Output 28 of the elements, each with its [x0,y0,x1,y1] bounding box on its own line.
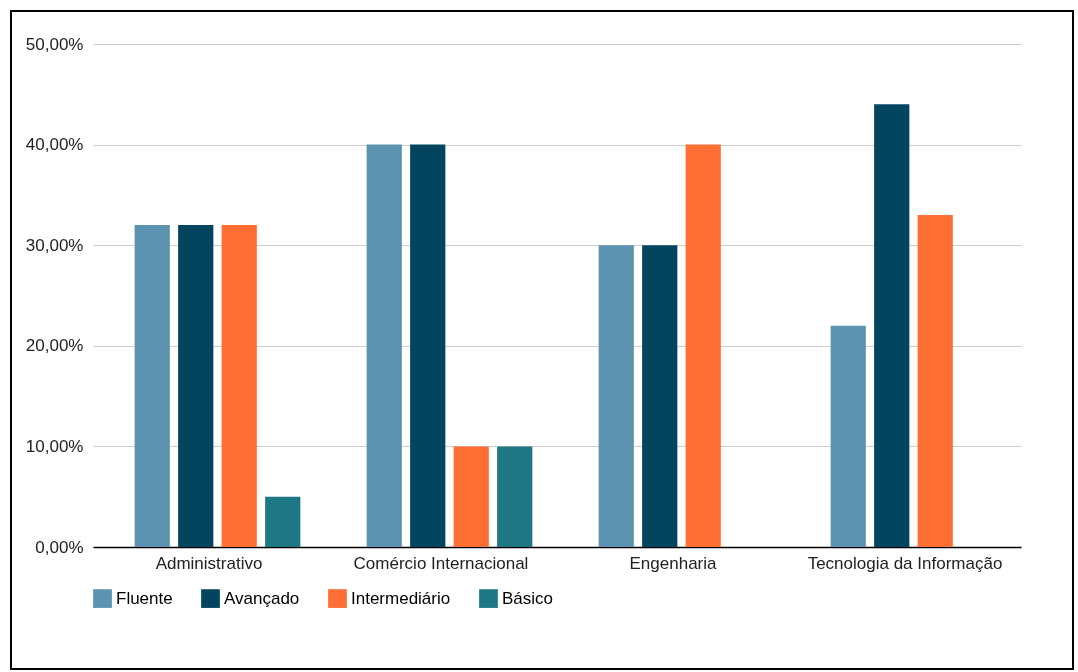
y-tick-label: 50,00% [25,34,84,54]
bar [134,225,170,547]
y-tick-label: 20,00% [25,336,84,356]
bar [830,325,866,547]
x-tick-label: Administrativo [155,553,263,573]
bar [917,215,953,547]
y-tick-label: 40,00% [25,135,84,155]
y-tick-label: 10,00% [25,436,84,456]
legend-label: Intermediário [351,588,451,608]
legend-label: Fluente [116,588,173,608]
bar [221,225,257,547]
bar [874,104,910,547]
bar [366,144,402,547]
bar [453,446,489,547]
bar [410,144,446,547]
bar [598,245,634,547]
x-tick-label: Engenharia [629,553,718,573]
bar [642,245,678,547]
y-tick-label: 30,00% [25,235,84,255]
y-tick-label: 0,00% [35,537,84,557]
legend-label: Avançado [224,588,300,608]
bar [178,225,214,547]
legend-label: Básico [502,588,554,608]
bar [685,144,721,547]
x-tick-label: Comércio Internacional [353,553,529,573]
bar [497,446,533,547]
bar [265,496,301,547]
x-tick-label: Tecnologia da Informação [807,553,1003,573]
